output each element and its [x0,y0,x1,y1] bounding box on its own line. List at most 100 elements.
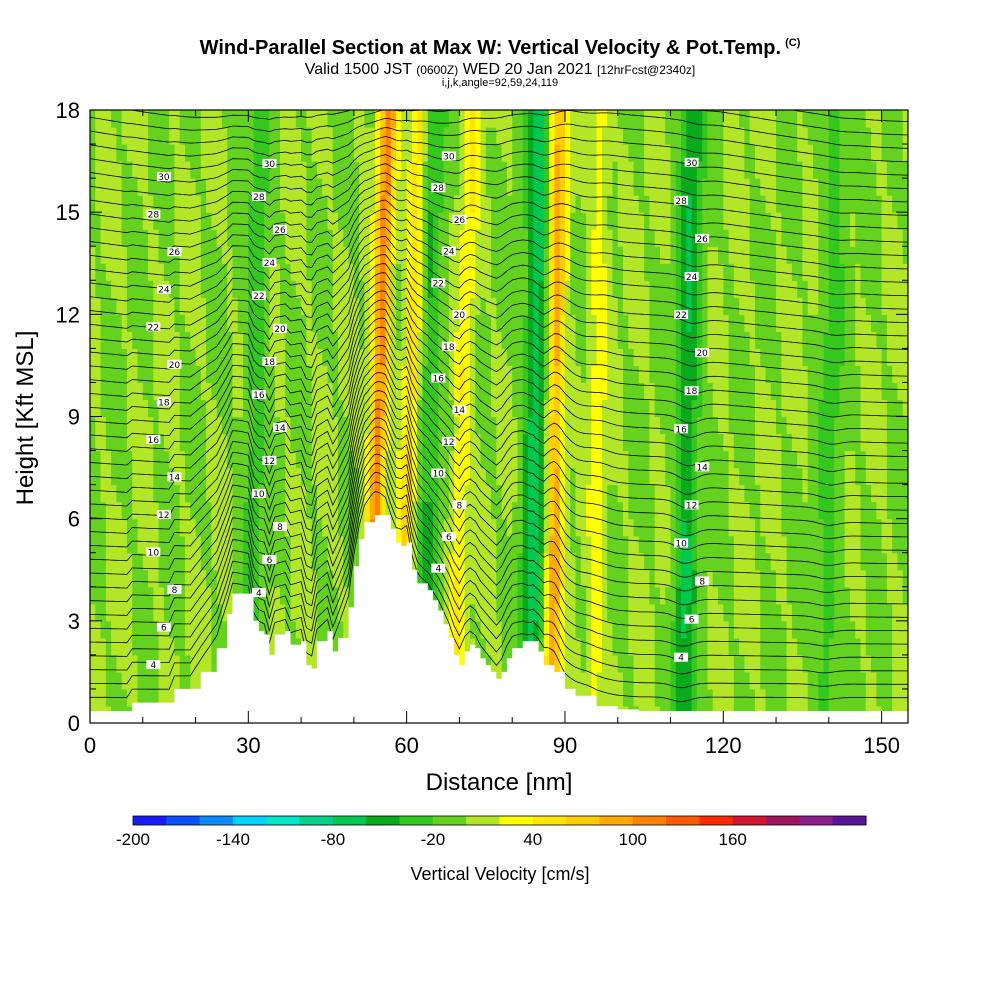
velocity-cell [623,484,629,503]
velocity-cell [549,416,556,435]
velocity-cell [670,671,677,690]
velocity-cell [338,535,344,554]
velocity-cell [116,144,123,162]
velocity-cell [459,280,466,298]
velocity-cell [586,399,592,418]
velocity-cell [195,144,202,162]
velocity-cell [543,382,550,401]
velocity-cell [195,535,202,554]
velocity-cell [469,450,476,469]
velocity-cell [454,484,461,503]
velocity-cell [142,501,149,520]
velocity-cell [607,127,614,145]
velocity-cell [781,348,788,367]
velocity-cell [813,161,819,179]
velocity-cell [137,161,144,179]
velocity-cell [580,365,587,384]
velocity-cell [316,535,323,554]
velocity-cell [686,620,693,639]
velocity-cell [786,280,793,298]
velocity-cell [121,297,128,315]
velocity-cell [142,161,149,179]
velocity-cell [374,110,381,128]
velocity-cell [211,654,218,673]
velocity-cell [142,297,149,315]
velocity-cell [132,314,139,332]
velocity-cell [142,365,149,384]
velocity-cell [707,348,714,367]
velocity-cell [221,416,228,435]
velocity-cell [591,297,598,315]
velocity-cell [549,331,556,349]
velocity-cell [227,161,234,179]
velocity-cell [749,535,756,554]
velocity-cell [306,195,313,213]
velocity-cell [190,178,197,196]
velocity-cell [760,637,767,656]
velocity-cell [686,161,693,179]
velocity-cell [264,161,271,179]
velocity-cell [564,535,571,554]
velocity-cell [480,501,487,520]
velocity-cell [554,467,561,486]
velocity-cell [200,144,207,162]
velocity-cell [649,501,656,520]
velocity-cell [359,331,366,349]
velocity-cell [422,229,429,247]
velocity-cell [707,212,714,230]
velocity-cell [190,127,197,145]
velocity-cell [528,110,534,128]
velocity-cell [359,263,366,281]
velocity-cell [559,229,566,247]
velocity-cell [163,569,170,588]
velocity-cell [533,161,540,179]
velocity-cell [301,246,307,264]
velocity-cell [654,178,661,196]
velocity-cell [322,280,329,298]
velocity-cell [776,569,782,588]
velocity-cell [770,569,777,588]
velocity-cell [121,467,128,486]
velocity-cell [396,518,402,537]
velocity-cell [601,450,608,469]
velocity-cell [702,620,709,639]
velocity-cell [739,297,745,315]
velocity-cell [696,399,703,418]
velocity-cell [659,246,666,264]
velocity-cell [744,365,751,384]
velocity-cell [169,365,176,384]
velocity-cell [221,501,228,520]
velocity-cell [723,246,730,264]
velocity-cell [353,110,360,128]
velocity-cell [433,144,439,162]
velocity-cell [163,467,170,486]
velocity-cell [675,331,682,349]
velocity-cell [654,127,661,145]
velocity-cell [638,603,645,622]
velocity-cell [243,331,249,349]
velocity-cell [126,297,133,315]
velocity-cell [728,365,735,384]
velocity-cell [211,331,218,349]
velocity-cell [623,518,629,537]
velocity-cell [712,620,719,639]
velocity-cell [644,586,651,605]
velocity-cell [644,569,651,588]
velocity-cell [675,688,682,707]
velocity-cell [459,161,466,179]
velocity-cell [95,246,102,264]
velocity-cell [712,263,719,281]
velocity-cell [258,314,265,332]
velocity-cell [770,314,777,332]
velocity-cell [95,450,102,469]
velocity-cell [126,535,133,554]
velocity-cell [628,433,635,452]
velocity-cell [438,127,445,145]
velocity-cell [475,637,482,656]
velocity-cell [586,382,592,401]
velocity-cell [279,229,286,247]
velocity-cell [559,280,566,298]
velocity-cell [723,654,730,673]
velocity-cell [385,416,392,435]
velocity-cell [90,688,96,707]
